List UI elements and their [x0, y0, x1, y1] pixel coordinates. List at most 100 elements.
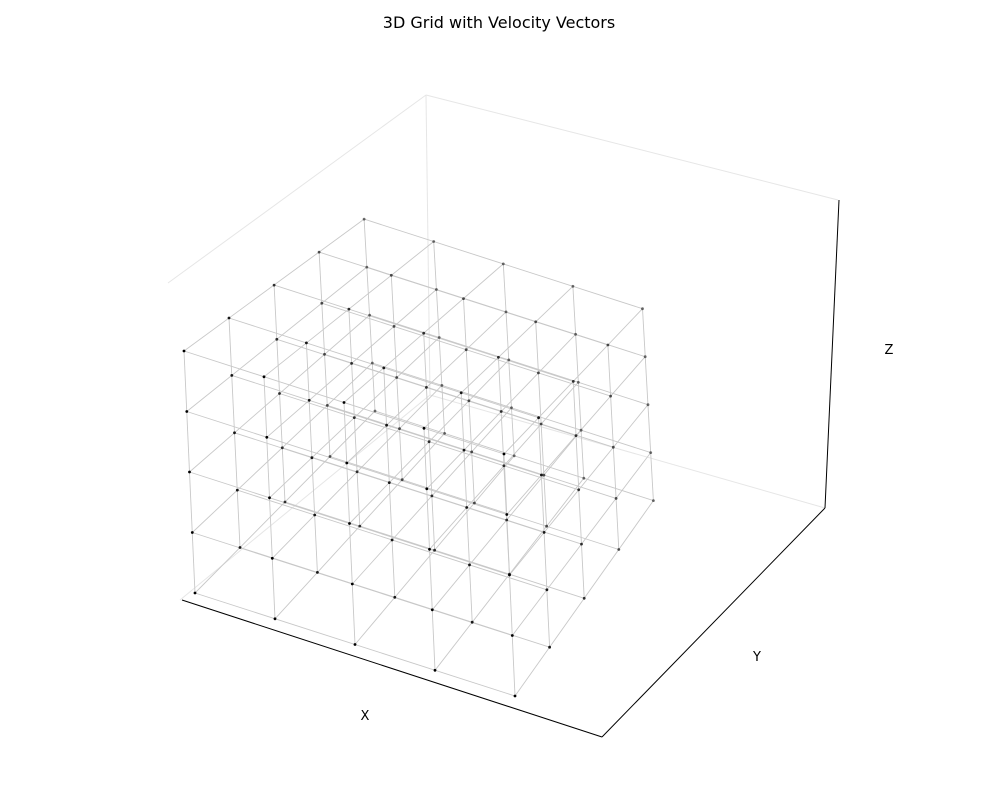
y-axis-line: [601, 507, 826, 738]
data-point: [462, 448, 466, 452]
data-point: [643, 355, 647, 359]
data-point: [316, 571, 319, 574]
data-point: [345, 461, 349, 465]
data-point: [395, 376, 399, 379]
data-point: [505, 518, 509, 522]
data-point: [433, 548, 436, 552]
data-point: [652, 499, 655, 502]
grid-lines: [183, 218, 654, 697]
data-point: [432, 240, 436, 243]
data-point: [649, 451, 653, 454]
data-point: [398, 427, 401, 430]
data-point: [235, 488, 239, 492]
data-point: [542, 531, 546, 534]
data-point: [579, 428, 583, 432]
data-point: [545, 588, 549, 592]
data-point: [430, 608, 434, 612]
data-point: [362, 217, 366, 221]
data-point: [609, 394, 612, 398]
data-point: [435, 288, 438, 291]
data-point: [352, 416, 356, 419]
data-point: [427, 440, 431, 444]
data-point: [574, 332, 577, 336]
data-point: [497, 355, 500, 359]
data-point: [571, 380, 575, 383]
data-point: [539, 422, 543, 426]
data-point: [365, 265, 369, 269]
data-point: [368, 313, 371, 317]
data-point: [265, 435, 269, 439]
data-point: [462, 297, 465, 300]
data-point: [641, 307, 644, 311]
data-point: [272, 283, 276, 287]
data-point: [540, 473, 543, 477]
data-point: [548, 645, 551, 649]
data-point: [347, 307, 351, 311]
data-point: [545, 524, 548, 528]
z-axis-label: Z: [885, 343, 894, 358]
data-point: [470, 450, 474, 454]
data-point: [278, 392, 281, 395]
data-point: [370, 361, 374, 365]
data-point: [437, 336, 441, 339]
data-point: [233, 431, 236, 435]
pane-edge-back-vertical: [425, 94, 431, 396]
data-point: [358, 524, 362, 528]
data-point: [385, 423, 388, 427]
data-point: [467, 399, 471, 403]
y-axis-label: Y: [752, 650, 761, 665]
data-point: [227, 316, 231, 320]
data-point: [617, 548, 621, 551]
data-point: [582, 476, 586, 480]
data-point: [275, 337, 279, 341]
data-point: [577, 488, 581, 492]
data-point: [576, 380, 580, 384]
data-point: [534, 320, 538, 324]
data-point: [537, 416, 540, 420]
data-point: [459, 391, 463, 395]
data-point: [317, 250, 321, 254]
data-point: [430, 494, 434, 498]
data-point: [508, 573, 511, 577]
data-points: [182, 217, 655, 698]
data-point: [574, 434, 578, 437]
data-point: [280, 446, 284, 450]
data-point: [392, 325, 396, 328]
data-point: [510, 634, 514, 637]
data-point: [268, 496, 271, 500]
data-point: [502, 452, 506, 456]
data-point: [499, 410, 503, 413]
data-point: [350, 362, 353, 365]
data-point: [400, 478, 404, 482]
x-axis-label: X: [361, 709, 370, 724]
data-point: [473, 501, 476, 505]
data-point: [537, 371, 540, 375]
data-point: [273, 617, 277, 621]
data-point: [283, 500, 287, 504]
data-point: [373, 409, 377, 413]
data-point: [270, 556, 274, 560]
data-point: [348, 522, 351, 525]
data-point: [182, 349, 186, 353]
data-point: [193, 591, 197, 595]
data-point: [428, 547, 431, 551]
data-point: [542, 473, 546, 477]
data-point: [328, 455, 332, 458]
data-point: [188, 470, 191, 474]
data-point: [382, 366, 386, 370]
data-point: [393, 595, 397, 599]
data-point: [468, 563, 471, 567]
data-point: [305, 341, 308, 345]
data-point: [465, 506, 469, 509]
data-point: [350, 582, 354, 586]
data-point: [582, 596, 586, 600]
data-point: [443, 432, 446, 435]
data-point: [342, 401, 346, 404]
data-point: [422, 331, 426, 335]
data-point: [646, 403, 650, 407]
data-point: [504, 310, 508, 314]
data-point: [580, 542, 583, 546]
axes: [181, 199, 840, 738]
data-point: [611, 445, 615, 449]
